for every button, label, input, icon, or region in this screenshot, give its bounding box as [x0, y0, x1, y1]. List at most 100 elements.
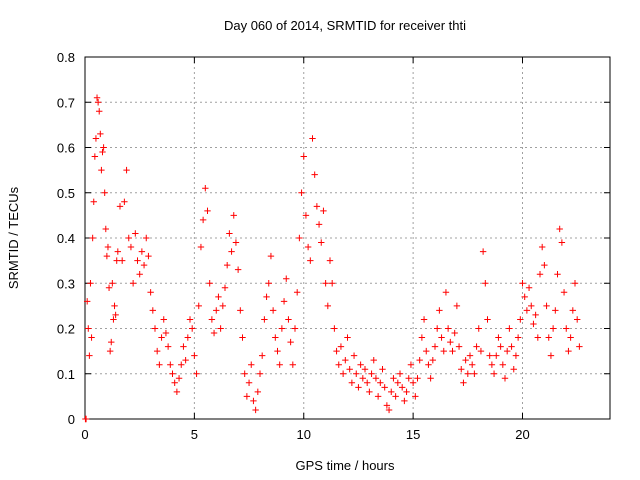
data-point — [423, 347, 430, 355]
data-point — [444, 325, 452, 332]
data-point — [331, 325, 338, 332]
data-point — [337, 343, 345, 350]
data-point — [451, 329, 458, 337]
data-point — [449, 347, 456, 355]
data-point — [447, 338, 454, 346]
data-point — [458, 366, 465, 373]
data-point — [108, 338, 115, 346]
data-point — [258, 352, 266, 359]
data-point — [278, 325, 286, 332]
chart-title: Day 060 of 2014, SRMTID for receiver tht… — [224, 18, 466, 33]
data-point — [93, 94, 101, 101]
y-tick-label: 0.7 — [57, 95, 75, 110]
data-point — [506, 325, 513, 332]
data-point — [125, 234, 132, 242]
data-point — [462, 356, 469, 364]
data-point — [320, 207, 327, 215]
data-point — [250, 397, 257, 405]
data-point — [385, 406, 393, 414]
data-point — [263, 293, 270, 301]
data-point — [368, 370, 375, 377]
data-point — [164, 343, 172, 350]
data-point — [372, 375, 380, 382]
data-point — [213, 307, 220, 314]
data-point — [215, 293, 222, 301]
data-point — [552, 307, 559, 314]
data-point — [339, 370, 347, 377]
data-point — [87, 280, 94, 287]
data-point — [532, 311, 539, 319]
data-point — [403, 388, 410, 396]
x-axis-label: GPS time / hours — [296, 458, 395, 473]
data-point — [300, 153, 307, 160]
tick-labels: 0 0.1 0.2 0.3 0.4 0.5 0.6 0.7 0.8 0 5 10 15 20 — [57, 50, 530, 442]
data-point — [199, 216, 207, 224]
data-point — [100, 144, 107, 151]
data-point — [204, 207, 211, 215]
data-point — [90, 198, 97, 205]
y-tick-label: 0.3 — [57, 276, 75, 291]
data-point — [514, 334, 522, 341]
data-point — [359, 375, 367, 382]
data-point — [202, 185, 209, 192]
data-point — [508, 343, 515, 350]
data-point — [464, 370, 472, 377]
data-point — [105, 284, 113, 291]
data-point — [223, 261, 231, 269]
data-point — [298, 189, 305, 196]
data-point — [431, 343, 439, 350]
data-point — [475, 325, 482, 332]
data-point — [226, 230, 233, 237]
data-point — [261, 316, 268, 323]
data-point — [510, 366, 517, 373]
data-point — [274, 347, 281, 355]
data-point — [111, 302, 118, 310]
data-point — [523, 307, 531, 314]
data-point — [82, 415, 90, 423]
data-point — [86, 352, 93, 359]
data-point — [173, 388, 181, 396]
data-point — [554, 271, 561, 278]
data-point — [355, 384, 362, 391]
data-point — [468, 361, 476, 368]
data-point — [379, 366, 386, 373]
data-point — [241, 370, 248, 377]
data-point — [132, 230, 139, 237]
data-point — [272, 334, 279, 341]
data-point — [287, 338, 294, 346]
data-point — [353, 370, 360, 377]
data-point — [134, 257, 141, 264]
data-point — [237, 307, 244, 314]
data-point — [121, 198, 128, 205]
data-point — [473, 343, 480, 350]
data-point — [283, 275, 290, 282]
data-point — [232, 239, 240, 246]
data-point — [234, 266, 242, 273]
data-point — [571, 280, 579, 287]
data-point — [418, 334, 426, 341]
data-point — [401, 397, 408, 405]
data-point — [394, 379, 402, 386]
data-point — [99, 148, 106, 156]
data-point — [318, 239, 325, 246]
data-point — [381, 384, 388, 391]
data-point — [188, 325, 196, 332]
data-point — [85, 325, 92, 332]
data-point — [175, 375, 183, 382]
data-point — [569, 307, 577, 314]
data-point — [460, 379, 467, 386]
data-point — [191, 352, 198, 359]
data-point — [477, 347, 485, 355]
data-point — [296, 234, 303, 242]
data-point — [348, 379, 356, 386]
data-point — [490, 370, 498, 377]
data-point — [195, 302, 202, 310]
data-point — [484, 316, 491, 323]
data-point — [409, 379, 417, 386]
data-point — [186, 316, 194, 323]
data-point — [167, 361, 174, 368]
data-point — [162, 329, 170, 337]
data-point — [420, 316, 428, 323]
data-point — [280, 298, 288, 305]
